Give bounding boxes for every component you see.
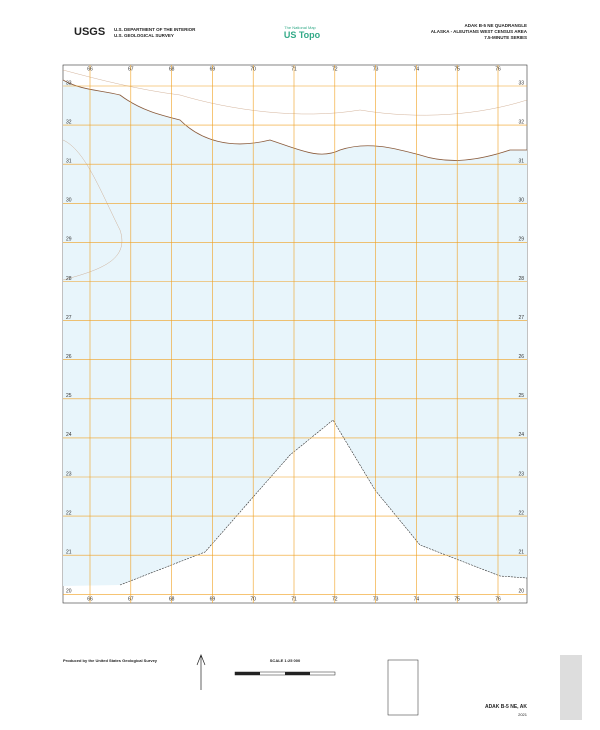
northing-label: 31	[518, 159, 524, 165]
northing-label: 26	[66, 354, 72, 360]
scale: SCALE 1:25 000	[270, 658, 301, 663]
easting-label: 72	[332, 66, 338, 72]
easting-label: 73	[373, 596, 379, 602]
easting-label: 67	[128, 66, 134, 72]
easting-label: 68	[169, 596, 175, 602]
utm-grid: 66 66 67 67 68 68 69 69 70 70 71 71 72 72 73 73 74 74 75 75…	[63, 65, 527, 603]
us-topo: US Topo	[284, 30, 321, 40]
northing-label: 31	[66, 159, 72, 165]
northing-label: 23	[518, 471, 524, 477]
northing-label: 30	[518, 198, 524, 204]
easting-label: 76	[495, 596, 501, 602]
northing-label: 23	[66, 471, 72, 477]
northing-label: 21	[66, 550, 72, 556]
easting-label: 66	[87, 596, 93, 602]
northing-label: 28	[518, 276, 524, 282]
northing-label: 32	[66, 119, 72, 125]
map-frame: 66 66 67 67 68 68 69 69 70 70 71 71 72 72 73 73 74 74 75 75…	[62, 64, 528, 604]
easting-label: 71	[291, 596, 297, 602]
northing-label: 29	[66, 237, 72, 243]
northing-label: 27	[518, 315, 524, 321]
boundary	[119, 419, 528, 586]
easting-label: 75	[454, 596, 460, 602]
water	[63, 80, 527, 586]
location-index	[387, 659, 419, 716]
contour	[62, 139, 122, 281]
quad-name: ADAK B-5 NE QUADRANGLE	[464, 23, 527, 28]
easting-label: 75	[454, 66, 460, 72]
northing-label: 25	[518, 393, 524, 399]
easting-label: 74	[414, 66, 420, 72]
northing-label: 20	[518, 589, 524, 595]
series: 7.5-MINUTE SERIES	[484, 35, 527, 40]
easting-label: 70	[250, 66, 256, 72]
easting-label: 74	[414, 596, 420, 602]
easting-label: 68	[169, 66, 175, 72]
quad-footer-name: ADAK B-5 NE, AK	[485, 704, 527, 710]
northing-label: 21	[518, 550, 524, 556]
northing-label: 26	[518, 354, 524, 360]
northing-label: 30	[66, 198, 72, 204]
easting-label: 70	[250, 596, 256, 602]
northing-label: 28	[66, 276, 72, 282]
northing-label: 25	[66, 393, 72, 399]
northing-label: 24	[518, 432, 524, 438]
contour	[62, 69, 528, 116]
area: ALASKA - ALEUTIANS WEST CENSUS AREA	[431, 29, 528, 34]
national-map: The National Map	[284, 25, 316, 30]
easting-label: 67	[128, 596, 134, 602]
north-arrow	[196, 654, 206, 690]
agency: U.S. DEPARTMENT OF THE INTERIOR	[114, 27, 196, 32]
northing-label: 33	[518, 80, 524, 86]
northing-label: 32	[518, 119, 524, 125]
usgs-logo: USGS	[74, 26, 105, 38]
survey: U.S. GEOLOGICAL SURVEY	[114, 33, 174, 38]
barcode	[560, 655, 582, 720]
northing-label: 24	[66, 432, 72, 438]
northing-label: 22	[66, 510, 72, 516]
northing-label: 33	[66, 80, 72, 86]
easting-label: 71	[291, 66, 297, 72]
northing-label: 20	[66, 589, 72, 595]
scale-bar-fill	[285, 672, 310, 675]
year: 2021	[518, 712, 528, 717]
easting-label: 76	[495, 66, 501, 72]
easting-label: 73	[373, 66, 379, 72]
northing-label: 27	[66, 315, 72, 321]
northing-label: 29	[518, 237, 524, 243]
easting-label: 66	[87, 66, 93, 72]
easting-label: 72	[332, 596, 338, 602]
coastline	[62, 79, 527, 161]
scale-bar-fill	[235, 672, 260, 675]
easting-label: 69	[210, 66, 216, 72]
producer: Produced by the United States Geological…	[63, 658, 158, 663]
easting-label: 69	[210, 596, 216, 602]
northing-label: 22	[518, 510, 524, 516]
